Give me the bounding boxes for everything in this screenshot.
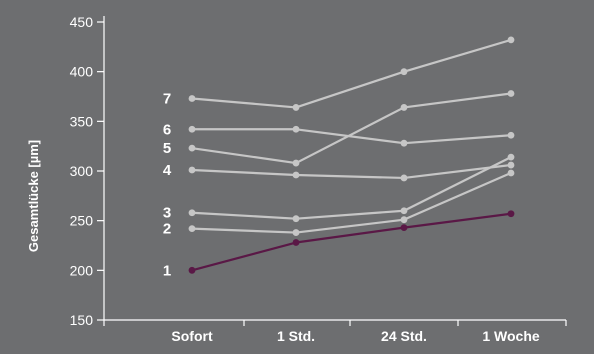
data-point bbox=[507, 36, 515, 44]
data-point bbox=[292, 159, 300, 167]
data-point bbox=[400, 104, 408, 111]
y-ticks: 150 200 250 300 350 400 450 bbox=[70, 14, 104, 328]
data-point bbox=[188, 144, 196, 152]
data-point bbox=[507, 169, 515, 177]
data-point bbox=[400, 68, 408, 76]
x-tick-label: Sofort bbox=[171, 328, 213, 344]
data-point bbox=[188, 209, 196, 217]
y-tick-label: 200 bbox=[70, 262, 94, 278]
x-ticks: Sofort 1 Std. 24 Std. 1 Woche bbox=[103, 320, 567, 344]
data-point bbox=[400, 216, 408, 224]
data-point bbox=[507, 90, 515, 97]
series-line-3 bbox=[191, 156, 512, 220]
series-label-2: 2 bbox=[163, 221, 171, 238]
data-point bbox=[292, 229, 300, 236]
data-point bbox=[292, 125, 300, 133]
x-tick-label: 1 Std. bbox=[277, 328, 315, 344]
y-tick-label: 400 bbox=[70, 64, 94, 80]
y-tick-label: 150 bbox=[70, 312, 94, 328]
data-point bbox=[292, 104, 300, 111]
data-point bbox=[507, 153, 515, 161]
axes bbox=[103, 16, 566, 321]
data-point bbox=[188, 166, 196, 174]
series-label-5: 5 bbox=[163, 140, 171, 157]
series-line-1 bbox=[191, 212, 512, 272]
series-label-6: 6 bbox=[163, 121, 171, 138]
series-line-2 bbox=[191, 171, 512, 234]
data-point bbox=[400, 174, 408, 182]
data-point bbox=[292, 239, 300, 246]
data-point bbox=[292, 171, 300, 179]
data-point bbox=[507, 210, 515, 218]
data-point bbox=[188, 125, 196, 133]
x-tick-label: 1 Woche bbox=[482, 328, 540, 344]
y-tick-label: 250 bbox=[70, 213, 94, 229]
series-line-6 bbox=[192, 128, 512, 145]
data-point bbox=[507, 161, 515, 169]
data-point bbox=[188, 95, 196, 102]
y-tick-label: 300 bbox=[70, 163, 94, 179]
x-tick-label: 24 Std. bbox=[381, 328, 427, 344]
y-tick-label: 350 bbox=[70, 113, 94, 129]
series-label-1: 1 bbox=[163, 262, 171, 279]
y-tick-label: 450 bbox=[70, 14, 94, 30]
data-point bbox=[400, 224, 408, 232]
data-point bbox=[507, 131, 515, 139]
series-label-3: 3 bbox=[163, 205, 171, 222]
series-group bbox=[188, 36, 515, 274]
data-point bbox=[188, 266, 196, 274]
data-point bbox=[400, 139, 408, 147]
data-point bbox=[400, 207, 408, 215]
data-point bbox=[292, 215, 300, 223]
series-line-4 bbox=[191, 163, 512, 180]
series-label-4: 4 bbox=[163, 162, 172, 179]
series-label-7: 7 bbox=[163, 90, 171, 107]
series-line-7 bbox=[191, 38, 512, 109]
y-axis-label: Gesamtlücke [µm] bbox=[26, 140, 41, 252]
data-point bbox=[188, 225, 196, 233]
